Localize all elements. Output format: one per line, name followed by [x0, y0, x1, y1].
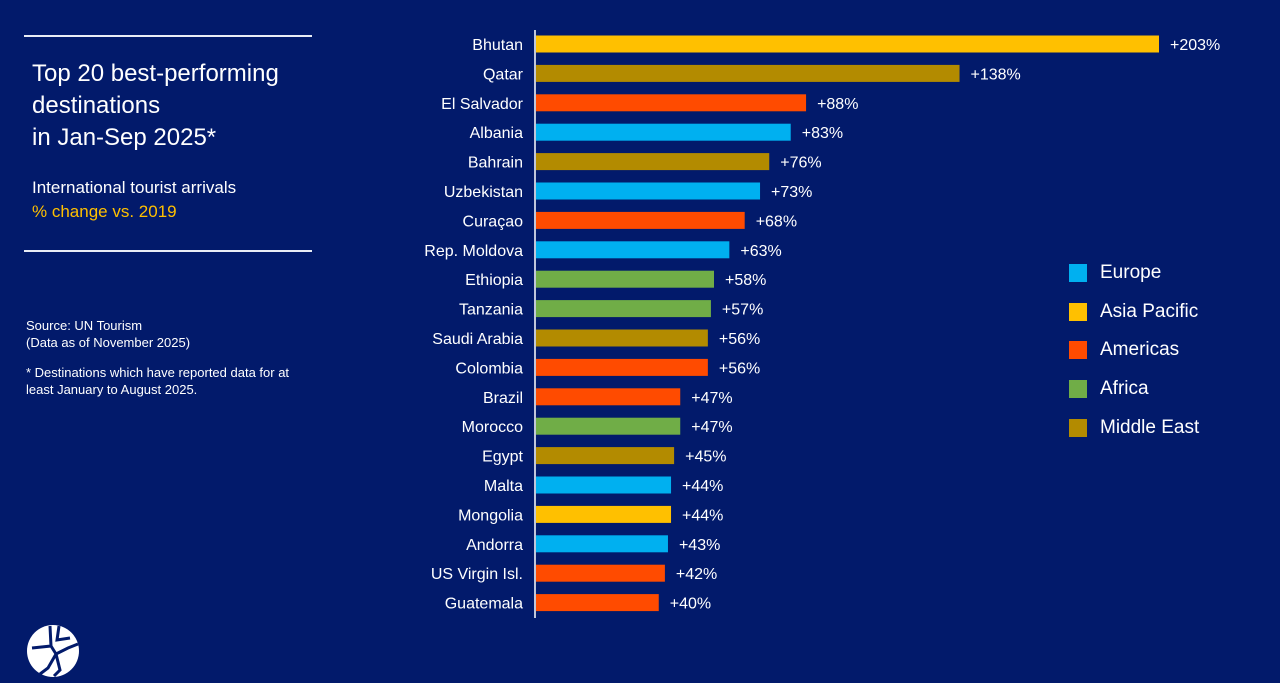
category-label: Bhutan	[472, 37, 523, 54]
data-label: +44%	[682, 478, 723, 495]
legend-label: Middle East	[1100, 416, 1200, 438]
data-label: +47%	[691, 419, 732, 436]
data-label: +58%	[725, 272, 766, 289]
un-tourism-logo-icon	[27, 625, 79, 678]
category-label: Albania	[470, 125, 523, 142]
data-label: +76%	[780, 155, 821, 172]
top-rule	[24, 35, 312, 37]
bar-cura-ao	[536, 211, 745, 229]
bar-morocco	[536, 417, 681, 435]
legend-swatch	[1069, 302, 1087, 321]
category-label: Tanzania	[459, 302, 523, 319]
subtitle-highlight: % change vs. 2019	[32, 202, 177, 221]
bottom-rule	[24, 250, 312, 252]
data-label: +42%	[676, 566, 717, 583]
data-label: +68%	[756, 213, 797, 230]
data-label: +56%	[719, 331, 760, 348]
legend-label: Americas	[1100, 339, 1180, 361]
chart-title: Top 20 best-performing destinations in J…	[32, 58, 322, 154]
legend-swatch	[1069, 264, 1087, 282]
bar-el-salvador	[536, 94, 807, 112]
bar-bhutan	[536, 35, 1159, 53]
bar-egypt	[536, 447, 675, 465]
category-label: El Salvador	[441, 96, 523, 113]
category-label: Uzbekistan	[444, 184, 523, 201]
legend-label: Africa	[1100, 378, 1149, 400]
data-label: +40%	[670, 596, 711, 613]
legend-swatch	[1069, 341, 1087, 360]
bar-mongolia	[536, 505, 672, 523]
bar-colombia	[536, 358, 708, 376]
data-label: +45%	[685, 449, 726, 466]
bar-uzbekistan	[536, 182, 761, 200]
subtitle: International tourist arrivals	[32, 178, 237, 197]
legend-swatch	[1069, 418, 1087, 437]
data-label: +73%	[771, 184, 812, 201]
category-label: Brazil	[483, 390, 523, 407]
legend-swatch	[1069, 380, 1087, 399]
category-label: Saudi Arabia	[432, 331, 523, 348]
bar-tanzania	[536, 300, 711, 318]
title-line: Top 20 best-performing	[32, 60, 279, 87]
category-label: Andorra	[466, 537, 523, 554]
bar-brazil	[536, 388, 681, 406]
category-label: Ethiopia	[465, 272, 523, 289]
data-label: +44%	[682, 507, 723, 524]
category-label: Qatar	[483, 66, 524, 83]
data-label: +138%	[971, 66, 1021, 83]
bar-andorra	[536, 535, 668, 553]
source-note: Source: UN Tourism (Data as of November …	[26, 317, 326, 351]
bar-bahrain	[536, 153, 770, 171]
category-label: Guatemala	[445, 596, 523, 613]
data-label: +47%	[691, 390, 732, 407]
bar-guatemala	[536, 594, 659, 612]
legend-item: Middle East	[1069, 417, 1199, 439]
legend-item: Americas	[1069, 339, 1179, 361]
data-label: +83%	[802, 125, 843, 142]
bar-malta	[536, 476, 672, 494]
data-label: +203%	[1170, 37, 1220, 54]
legend-label: Asia Pacific	[1100, 300, 1199, 322]
category-label: Morocco	[462, 419, 523, 436]
category-label: Curaçao	[463, 213, 524, 230]
bar-rep-moldova	[536, 241, 730, 259]
category-label: Colombia	[455, 360, 523, 377]
legend-item: Africa	[1069, 378, 1149, 400]
title-line: destinations	[32, 92, 161, 119]
data-label: +63%	[740, 243, 781, 260]
bar-ethiopia	[536, 270, 714, 288]
bar-albania	[536, 123, 791, 141]
category-label: Rep. Moldova	[424, 243, 523, 260]
footnote: * Destinations which have reported data …	[26, 365, 290, 397]
bar-saudi-arabia	[536, 329, 708, 347]
data-label: +57%	[722, 302, 763, 319]
category-label: Malta	[484, 478, 523, 495]
legend-label: Europe	[1100, 262, 1162, 283]
bar-qatar	[536, 64, 960, 82]
legend-item: Europe	[1069, 262, 1161, 284]
title-line: in Jan-Sep 2025*	[32, 124, 217, 151]
data-label: +43%	[679, 537, 720, 554]
data-label: +56%	[719, 360, 760, 377]
bar-us-virgin-isl-	[536, 564, 665, 582]
source-line: Source: UN Tourism	[26, 318, 143, 333]
category-label: Bahrain	[468, 155, 523, 172]
category-label: Egypt	[482, 449, 523, 466]
legend-item: Asia Pacific	[1069, 301, 1198, 323]
category-label: Mongolia	[458, 507, 523, 524]
category-label: US Virgin Isl.	[431, 566, 523, 583]
source-date: (Data as of November 2025)	[26, 335, 191, 350]
data-label: +88%	[817, 96, 858, 113]
